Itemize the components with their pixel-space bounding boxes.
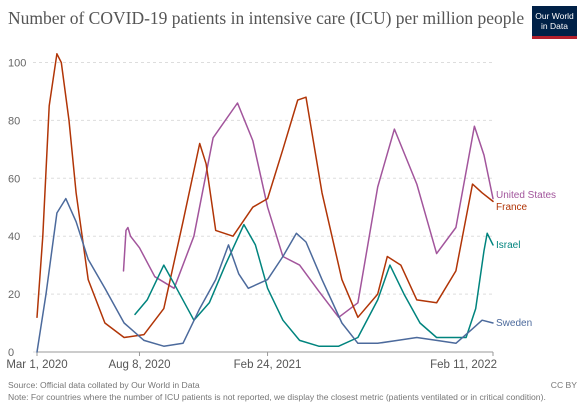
series-line-israel[interactable] bbox=[134, 223, 494, 347]
y-tick-label: 40 bbox=[8, 231, 20, 243]
x-tick-label: Feb 11, 2022 bbox=[430, 359, 497, 371]
y-tick-label: 0 bbox=[8, 347, 14, 359]
x-tick-label: Feb 24, 2021 bbox=[234, 359, 302, 371]
y-tick-label: 80 bbox=[8, 115, 20, 127]
x-axis: Mar 1, 2020 Aug 8, 2020 Feb 24, 2021 Feb 11… bbox=[6, 351, 497, 371]
chart-title: Number of COVID-19 patients in intensive… bbox=[8, 8, 525, 28]
series-label-united-states[interactable]: United States bbox=[496, 190, 556, 201]
x-tick-label: Aug 8, 2020 bbox=[108, 359, 170, 371]
y-tick-label: 100 bbox=[8, 57, 26, 69]
series-label-france[interactable]: France bbox=[496, 202, 528, 213]
y-tick-label: 20 bbox=[8, 289, 20, 301]
logo-line-2: in Data bbox=[541, 21, 568, 31]
series-line-united-states[interactable] bbox=[122, 102, 494, 319]
series-line-france[interactable] bbox=[36, 53, 494, 339]
series-label-israel[interactable]: Israel bbox=[496, 240, 520, 251]
note-text: Note: For countries where the number of … bbox=[8, 392, 546, 402]
x-tick-label: Mar 1, 2020 bbox=[6, 359, 67, 371]
license-link[interactable]: CC BY bbox=[550, 380, 577, 390]
owid-logo[interactable]: Our World in Data bbox=[532, 6, 577, 39]
y-tick-label: 60 bbox=[8, 173, 20, 185]
series-lines bbox=[36, 53, 494, 353]
source-text: Source: Official data collated by Our Wo… bbox=[8, 380, 200, 390]
series-label-sweden[interactable]: Sweden bbox=[496, 318, 532, 329]
y-axis-ticks: 0 20 40 60 80 100 bbox=[8, 57, 26, 359]
series-line-sweden[interactable] bbox=[36, 197, 494, 353]
logo-line-1: Our World bbox=[535, 11, 574, 21]
